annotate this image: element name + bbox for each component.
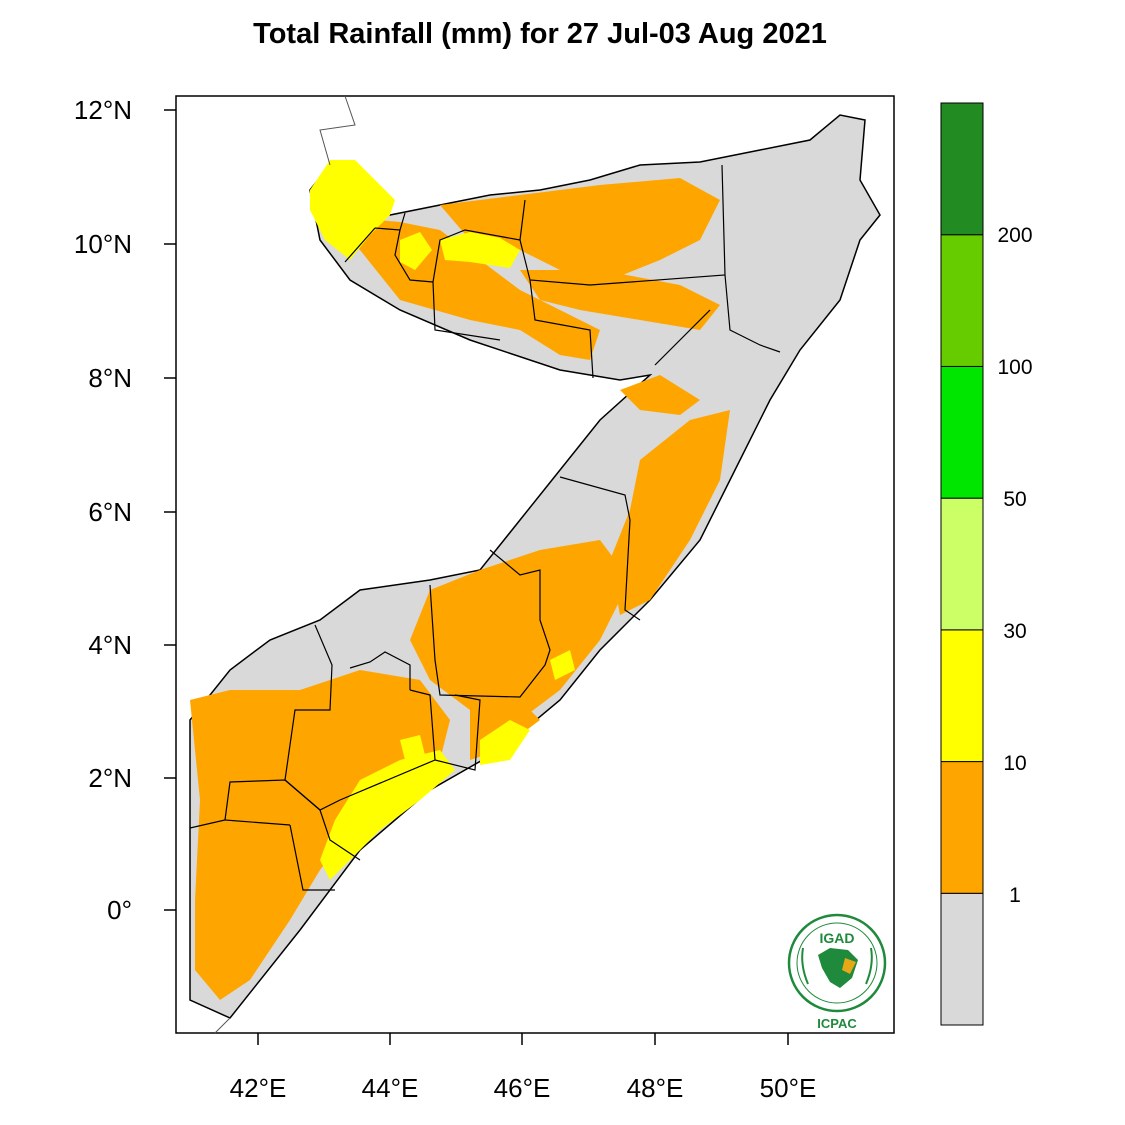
colorbar-segment [940,365,984,499]
igad-icpac-logo: IGAD ICPAC [787,913,887,1031]
map-title: Total Rainfall (mm) for 27 Jul-03 Aug 20… [253,18,827,50]
y-tick-label: 2°N [88,763,132,793]
x-axis [257,1033,789,1045]
y-tick-label: 4°N [88,630,132,660]
logo-igad-text: IGAD [820,930,855,946]
colorbar-label: 100 [997,356,1032,379]
colorbar-label: 1 [1009,884,1021,907]
y-tick-label: 12°N [74,95,132,125]
y-tick-label: 8°N [88,363,132,393]
rain-10-30mm [310,160,575,880]
colorbar-label: 30 [1003,620,1026,643]
colorbar-segment [940,892,984,1026]
colorbar-segment [940,234,984,367]
y-tick-label: 6°N [88,497,132,527]
colorbar-label: 10 [1003,752,1026,775]
admin-boundaries [189,164,781,891]
neighbor-borders [214,95,356,1034]
x-tick-label: 50°E [760,1073,817,1103]
colorbar-label: 200 [997,224,1032,247]
x-tick-label: 46°E [494,1073,551,1103]
y-tick-label: 0° [107,895,132,925]
x-tick-label: 42°E [230,1073,287,1103]
y-tick-label: 10°N [74,229,132,259]
x-tick-label: 44°E [362,1073,419,1103]
colorbar-segment [940,629,984,763]
colorbar-label: 50 [1003,488,1026,511]
logo-icpac-text: ICPAC [817,1016,857,1031]
colorbar [940,102,984,1026]
rain-1-10mm [190,178,730,1000]
colorbar-segment [940,102,984,236]
colorbar-segment [940,497,984,631]
x-tick-label: 48°E [627,1073,684,1103]
colorbar-segment [940,761,984,894]
y-axis [164,109,176,911]
